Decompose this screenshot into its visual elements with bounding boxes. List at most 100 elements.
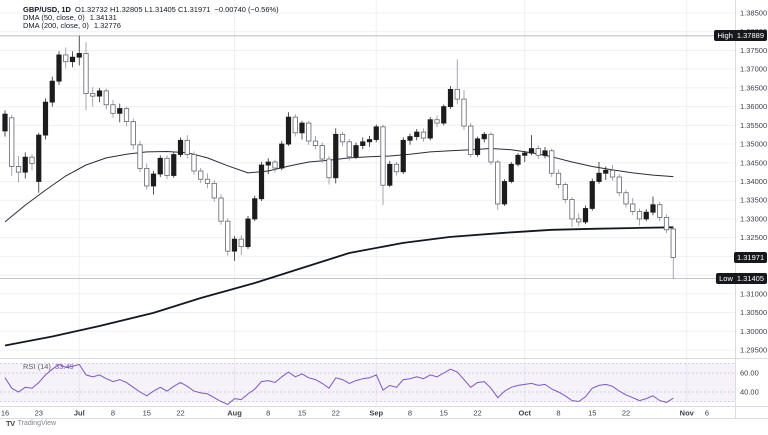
symbol-legend-row[interactable]: GBP/USD, 1D O1.32732 H1.32805 L1.31405 C1… xyxy=(23,6,279,14)
candle-body xyxy=(528,148,535,154)
tradingview-logo-icon: TV xyxy=(6,419,15,428)
candle-body xyxy=(555,172,562,185)
candle-body xyxy=(366,139,373,143)
candle-body xyxy=(204,178,211,184)
candle-body xyxy=(373,126,379,140)
candle-body xyxy=(650,204,656,213)
candle-body xyxy=(326,158,332,179)
candle-body xyxy=(468,125,474,155)
candle-body xyxy=(360,141,366,146)
rsi-band xyxy=(0,363,735,402)
price-tick-label: 1.32500 xyxy=(740,233,767,242)
price-gridlines xyxy=(0,12,735,351)
candle-body xyxy=(36,134,42,182)
candle-body xyxy=(461,98,467,127)
candle-body xyxy=(144,167,150,187)
candle-body xyxy=(616,176,622,194)
candle-body xyxy=(636,211,643,220)
rsi-label: RSI (14) xyxy=(23,362,51,371)
candle-body xyxy=(434,119,440,124)
candle-body xyxy=(252,198,258,220)
candle-body xyxy=(670,228,676,258)
time-axis[interactable]: 16 23 Jul 8 15 22 Aug 8 15 22 Sep 8 15 22 Oct 8 15 22 Nov 6 xyxy=(1,409,709,418)
price-tick-label: 1.34500 xyxy=(740,158,767,167)
candle-body xyxy=(657,204,663,218)
candle-body xyxy=(488,133,494,163)
ma50-label: DMA (50, close, 0) xyxy=(23,13,85,22)
candle-body xyxy=(171,154,177,176)
time-tick-label: 22 xyxy=(622,409,630,418)
rsi-tick-label: 40.00 xyxy=(740,388,759,397)
low-badge-label: Low xyxy=(719,274,733,284)
candle-body xyxy=(184,139,190,155)
candle-body xyxy=(495,161,501,205)
price-tick-label: 1.37500 xyxy=(740,46,767,55)
candle-body xyxy=(414,131,420,137)
rsi-line xyxy=(4,363,674,405)
high-price-badge: High 1.37889 xyxy=(714,30,767,42)
candle-body xyxy=(279,143,285,169)
candle-body xyxy=(542,150,548,156)
candle-body xyxy=(22,156,28,173)
time-tick-label: 15 xyxy=(588,409,596,418)
symbol-title[interactable]: GBP/USD, 1D xyxy=(23,5,71,14)
rsi-tick-label: 60.00 xyxy=(740,369,759,378)
price-tick-label: 1.33500 xyxy=(740,196,767,205)
candle-body xyxy=(245,218,251,248)
dma-50-line xyxy=(4,148,674,223)
time-tick-label: 23 xyxy=(35,409,43,418)
candle-body xyxy=(76,53,82,58)
ma50-legend-row[interactable]: DMA (50, close, 0) 1.34131 xyxy=(23,14,279,22)
candle-body xyxy=(265,161,271,166)
candle-body xyxy=(285,116,292,145)
candle-body xyxy=(339,133,346,143)
chart-legend: GBP/USD, 1D O1.32732 H1.32805 L1.31405 C1… xyxy=(23,6,279,30)
tradingview-logo-text: TradingView xyxy=(17,420,57,427)
candle-body xyxy=(198,170,204,180)
ma200-legend-row[interactable]: DMA (200, close, 0) 1.32776 xyxy=(23,22,279,30)
candle-body xyxy=(299,122,305,134)
price-tick-label: 1.34000 xyxy=(740,177,767,186)
tradingview-logo[interactable]: TV TradingView xyxy=(6,419,56,428)
candle-body xyxy=(319,145,325,160)
price-axis[interactable]: 1.385001.380001.375001.370001.365001.360… xyxy=(740,9,767,397)
price-tick-label: 1.30000 xyxy=(740,327,767,336)
candle-body xyxy=(609,169,616,178)
candle-body xyxy=(83,53,89,94)
candle-body xyxy=(306,122,312,142)
candle-body xyxy=(56,54,62,82)
price-tick-label: 1.38500 xyxy=(740,9,767,18)
candle-body xyxy=(576,218,582,223)
low-price-badge: Low 1.31405 xyxy=(716,273,767,285)
candle-body xyxy=(103,90,109,106)
change-value: −0.00740 (−0.56%) xyxy=(214,5,279,14)
candle-body xyxy=(535,148,541,156)
ma200-label: DMA (200, close, 0) xyxy=(23,21,89,30)
candle-body xyxy=(630,203,636,212)
ma200-value: 1.32776 xyxy=(93,21,121,30)
candle-body xyxy=(272,161,278,169)
candle-body xyxy=(312,140,319,146)
candle-body xyxy=(69,56,76,63)
high-badge-value: 1.37889 xyxy=(736,31,764,41)
candle-body xyxy=(474,138,481,155)
price-tick-label: 1.33000 xyxy=(740,214,767,223)
time-tick-label: 8 xyxy=(266,409,270,418)
candle-body xyxy=(522,152,528,156)
candle-body xyxy=(515,154,521,165)
candle-body xyxy=(29,156,35,164)
candle-body xyxy=(393,163,400,173)
candle-body xyxy=(49,80,55,103)
candle-body xyxy=(157,157,163,175)
candle-body xyxy=(663,217,670,231)
candle-body xyxy=(400,139,406,173)
rsi-legend[interactable]: RSI (14) 33.49 xyxy=(23,363,74,371)
time-tick-label: 15 xyxy=(440,409,448,418)
candle-body xyxy=(549,150,555,174)
candle-body xyxy=(481,133,487,140)
candle-body xyxy=(292,116,298,134)
ohlc-values: O1.32732 H1.32805 L1.31405 C1.31971 xyxy=(74,5,211,14)
price-tick-label: 1.37000 xyxy=(740,65,767,74)
